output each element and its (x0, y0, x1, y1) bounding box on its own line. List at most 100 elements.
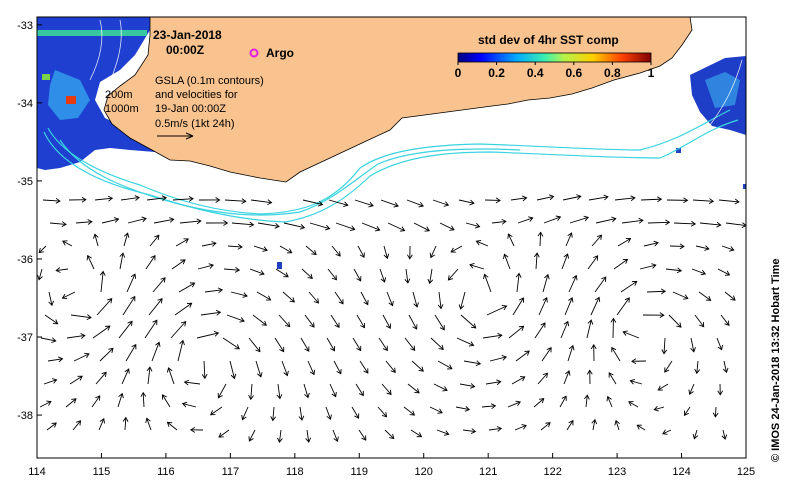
velocity-arrowhead (712, 412, 719, 418)
velocity-arrow (611, 347, 621, 362)
velocity-arrowhead (124, 368, 130, 374)
velocity-arrowhead (241, 414, 247, 421)
velocity-arrow (278, 314, 290, 327)
velocity-arrowhead (265, 295, 272, 301)
velocity-arrow (690, 337, 695, 352)
velocity-arrowhead (437, 304, 444, 310)
velocity-arrowhead (653, 405, 659, 412)
velocity-arrow (668, 314, 682, 328)
y-tick-label: -33 (17, 20, 33, 32)
x-tick-label: 120 (415, 466, 433, 478)
velocity-arrowhead (118, 392, 124, 399)
velocity-arrow (382, 314, 391, 329)
velocity-arrow (533, 398, 545, 408)
velocity-arrowhead (257, 372, 263, 378)
velocity-arrow (204, 289, 223, 293)
velocity-arrowhead (304, 346, 310, 352)
sst-patch-east-light (705, 72, 740, 108)
velocity-arrowhead (363, 299, 369, 306)
argo-marker-icon (249, 48, 259, 58)
velocity-arrowhead (122, 416, 129, 422)
velocity-arrowhead (107, 298, 113, 304)
velocity-arrowhead (309, 322, 315, 328)
velocity-arrow (100, 271, 104, 293)
velocity-arrow (448, 268, 459, 281)
streamline-1 (89, 19, 103, 81)
velocity-arrow (99, 348, 114, 362)
velocity-arrowhead (55, 267, 61, 273)
velocity-arrow (171, 259, 186, 270)
isobath-200m-label: 200m (105, 89, 133, 101)
velocity-arrow (455, 406, 470, 411)
velocity-arrow (620, 281, 637, 293)
velocity-arrow (405, 268, 409, 284)
velocity-arrowhead (105, 325, 111, 331)
velocity-arrow (565, 232, 572, 247)
velocity-arrowhead (468, 341, 475, 347)
velocity-arrowhead (624, 297, 630, 303)
velocity-arrowhead (722, 367, 729, 374)
velocity-arrowhead (218, 432, 224, 438)
velocity-arrow (717, 268, 730, 276)
velocity-arrowhead (657, 385, 663, 391)
velocity-arrowhead (533, 252, 540, 258)
velocity-arrowhead (130, 273, 137, 279)
velocity-arrowhead (71, 398, 77, 404)
velocity-arrow (617, 238, 631, 247)
velocity-arrowhead (123, 232, 130, 238)
velocity-arrowhead (248, 436, 254, 442)
velocity-arrowhead (622, 258, 629, 264)
velocity-arrow (278, 429, 282, 443)
velocity-arrowhead (180, 320, 187, 327)
velocity-arrow (724, 291, 736, 301)
velocity-arrow (429, 406, 443, 414)
velocity-arrowhead (665, 219, 671, 226)
isobath-1000m-label: 1000m (105, 103, 139, 115)
velocity-arrowhead (721, 434, 728, 440)
velocity-arrowhead (700, 269, 707, 276)
velocity-arrow (511, 376, 526, 385)
velocity-arrow (587, 255, 599, 270)
velocity-arrowhead (546, 346, 552, 353)
velocity-arrowhead (385, 323, 392, 329)
velocity-arrowhead (134, 195, 140, 201)
velocity-arrow (630, 380, 643, 385)
velocity-arrow (385, 360, 396, 373)
velocity-arrowhead (99, 270, 106, 276)
velocity-arrowhead (406, 254, 413, 260)
velocity-arrowhead (361, 435, 367, 441)
velocity-arrow (537, 372, 548, 385)
velocity-arrow (122, 296, 136, 316)
velocity-arrow (559, 395, 567, 408)
velocity-arrow (539, 232, 542, 247)
velocity-arrowhead (610, 317, 617, 323)
velocity-arrowhead (469, 199, 475, 206)
velocity-arrow (125, 344, 137, 362)
velocity-arrow (691, 268, 706, 275)
velocity-arrowhead (683, 410, 689, 416)
velocity-arrowhead (304, 392, 310, 399)
velocity-arrowhead (563, 320, 570, 327)
velocity-arrowhead (447, 364, 453, 370)
velocity-arrowhead (399, 226, 406, 232)
velocity-arrowhead (483, 273, 489, 280)
velocity-arrowhead (443, 430, 450, 436)
velocity-arrow (491, 220, 506, 224)
velocity-arrow (256, 291, 271, 301)
velocity-arrowhead (409, 410, 416, 416)
velocity-arrowhead (38, 247, 44, 254)
velocity-arrow (118, 321, 133, 339)
velocity-arrow (147, 367, 151, 385)
velocity-arrowhead (567, 232, 573, 238)
velocity-arrowhead (724, 320, 730, 326)
velocity-arrowhead (326, 414, 332, 421)
velocity-arrowhead (383, 253, 390, 260)
velocity-arrow (615, 420, 620, 431)
velocity-arrowhead (368, 201, 374, 208)
velocity-arrowhead (519, 297, 524, 303)
velocity-arrow (540, 422, 551, 431)
velocity-arrowhead (331, 274, 338, 281)
velocity-arrow (489, 356, 507, 362)
velocity-arrowhead (694, 368, 701, 375)
velocity-arrowhead (676, 322, 682, 328)
